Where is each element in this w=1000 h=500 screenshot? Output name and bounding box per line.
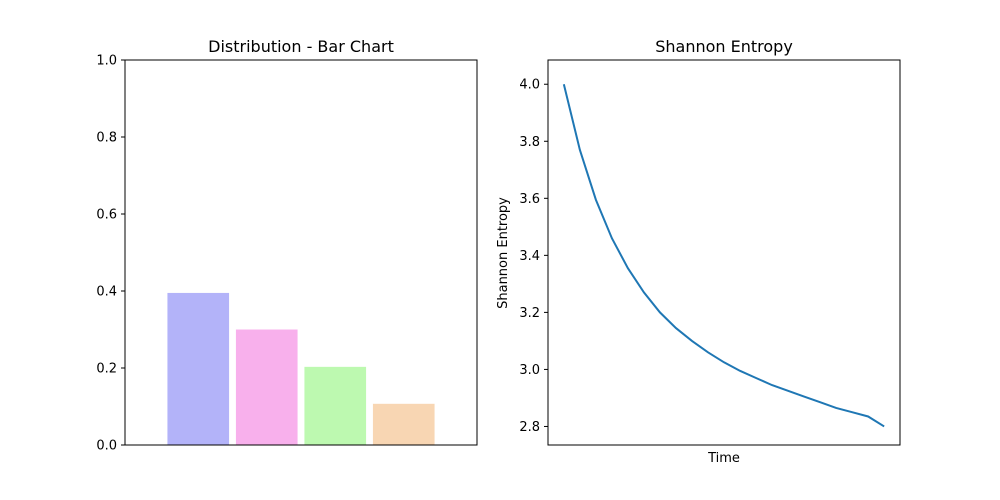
- line-chart-frame: [547, 59, 901, 446]
- y-tick-label: 3.0: [519, 363, 540, 378]
- y-tick-label: 3.2: [519, 306, 540, 321]
- y-tick-label: 3.6: [519, 192, 540, 207]
- bar-chart-frame: [124, 59, 478, 446]
- y-tick-label: 0.4: [96, 285, 117, 300]
- y-tick-label: 0.8: [96, 131, 117, 146]
- line-chart-y-label: Shannon Entropy: [496, 197, 511, 309]
- line-chart-x-label: Time: [707, 451, 740, 466]
- y-tick-label: 3.8: [519, 135, 540, 150]
- y-tick-label: 0.6: [96, 208, 117, 223]
- bar-chart-y-ticks: 0.0 0.2 0.4 0.6 0.8 1.0: [96, 54, 125, 454]
- line-chart-title: Shannon Entropy: [655, 37, 793, 56]
- bar: [167, 292, 230, 445]
- bar-chart-title: Distribution - Bar Chart: [208, 37, 394, 56]
- y-tick-label: 0.2: [96, 362, 117, 377]
- bar-chart: Distribution - Bar Chart 0.0 0.2 0.4 0.6 0.8…: [96, 37, 478, 454]
- y-tick-label: 0.0: [96, 439, 117, 454]
- bar: [372, 403, 435, 445]
- bar: [235, 329, 298, 445]
- bar: [304, 366, 367, 445]
- y-tick-label: 3.4: [519, 249, 540, 264]
- line-chart: Shannon Entropy 2.8 3.0 3.2 3.4 3.6 3.8 4.0 Ti…: [496, 37, 901, 466]
- y-tick-label: 4.0: [519, 78, 540, 93]
- y-tick-label: 2.8: [519, 420, 540, 435]
- y-tick-label: 1.0: [96, 54, 117, 69]
- line-chart-y-ticks: 2.8 3.0 3.2 3.4 3.6 3.8 4.0: [519, 78, 548, 435]
- entropy-line: [562, 84, 885, 428]
- bar-chart-bars: [167, 292, 435, 445]
